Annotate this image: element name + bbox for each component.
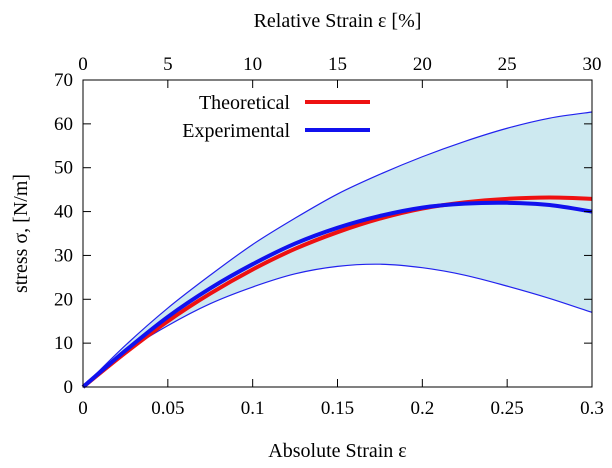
uncertainty-band [82, 111, 593, 388]
x2-tick-label: 5 [163, 54, 173, 75]
x2-tick-label: 15 [328, 54, 347, 75]
legend-label-theoretical: Theoretical [199, 92, 290, 114]
legend-label-experimental: Experimental [182, 120, 290, 142]
x-tick-label: 0.2 [410, 398, 434, 419]
y-tick-label: 0 [64, 377, 74, 398]
y-tick-label: 40 [54, 202, 73, 223]
ticks-layer: 0 0.05 0.1 0.15 0.2 0.25 0.3 0 5 10 15 20 25 30 0 10 20 3… [54, 54, 604, 419]
y-tick-label: 70 [54, 70, 73, 91]
top-axis-title: Relative Strain ε [%] [254, 10, 422, 32]
x-tick-label: 0 [78, 398, 88, 419]
x-tick-label: 0.25 [491, 398, 524, 419]
y-tick-label: 10 [54, 333, 73, 354]
band-upper-edge [82, 111, 593, 388]
x2-tick-label: 30 [583, 54, 602, 75]
series-line-theoretical [81, 195, 593, 389]
bottom-axis-title: Absolute Strain ε [268, 440, 406, 462]
series-line-experimental [81, 200, 593, 389]
x2-tick-label: 20 [413, 54, 432, 75]
y-tick-label: 50 [54, 158, 73, 179]
x2-tick-label: 10 [243, 54, 262, 75]
legend: Theoretical Experimental [182, 92, 370, 142]
y-tick-label: 60 [54, 114, 73, 135]
x-tick-label: 0.05 [151, 398, 184, 419]
series-layer [81, 195, 593, 389]
band-lower-edge [82, 263, 593, 388]
y-axis-title: stress σ, [N/m] [10, 174, 32, 293]
y-tick-label: 30 [54, 245, 73, 266]
x2-tick-label: 0 [78, 54, 88, 75]
y-tick-label: 20 [54, 289, 73, 310]
x-tick-label: 0.1 [241, 398, 265, 419]
x2-tick-label: 25 [498, 54, 517, 75]
x-tick-label: 0.15 [321, 398, 354, 419]
band-fill [83, 112, 592, 388]
x-tick-label: 0.3 [580, 398, 604, 419]
